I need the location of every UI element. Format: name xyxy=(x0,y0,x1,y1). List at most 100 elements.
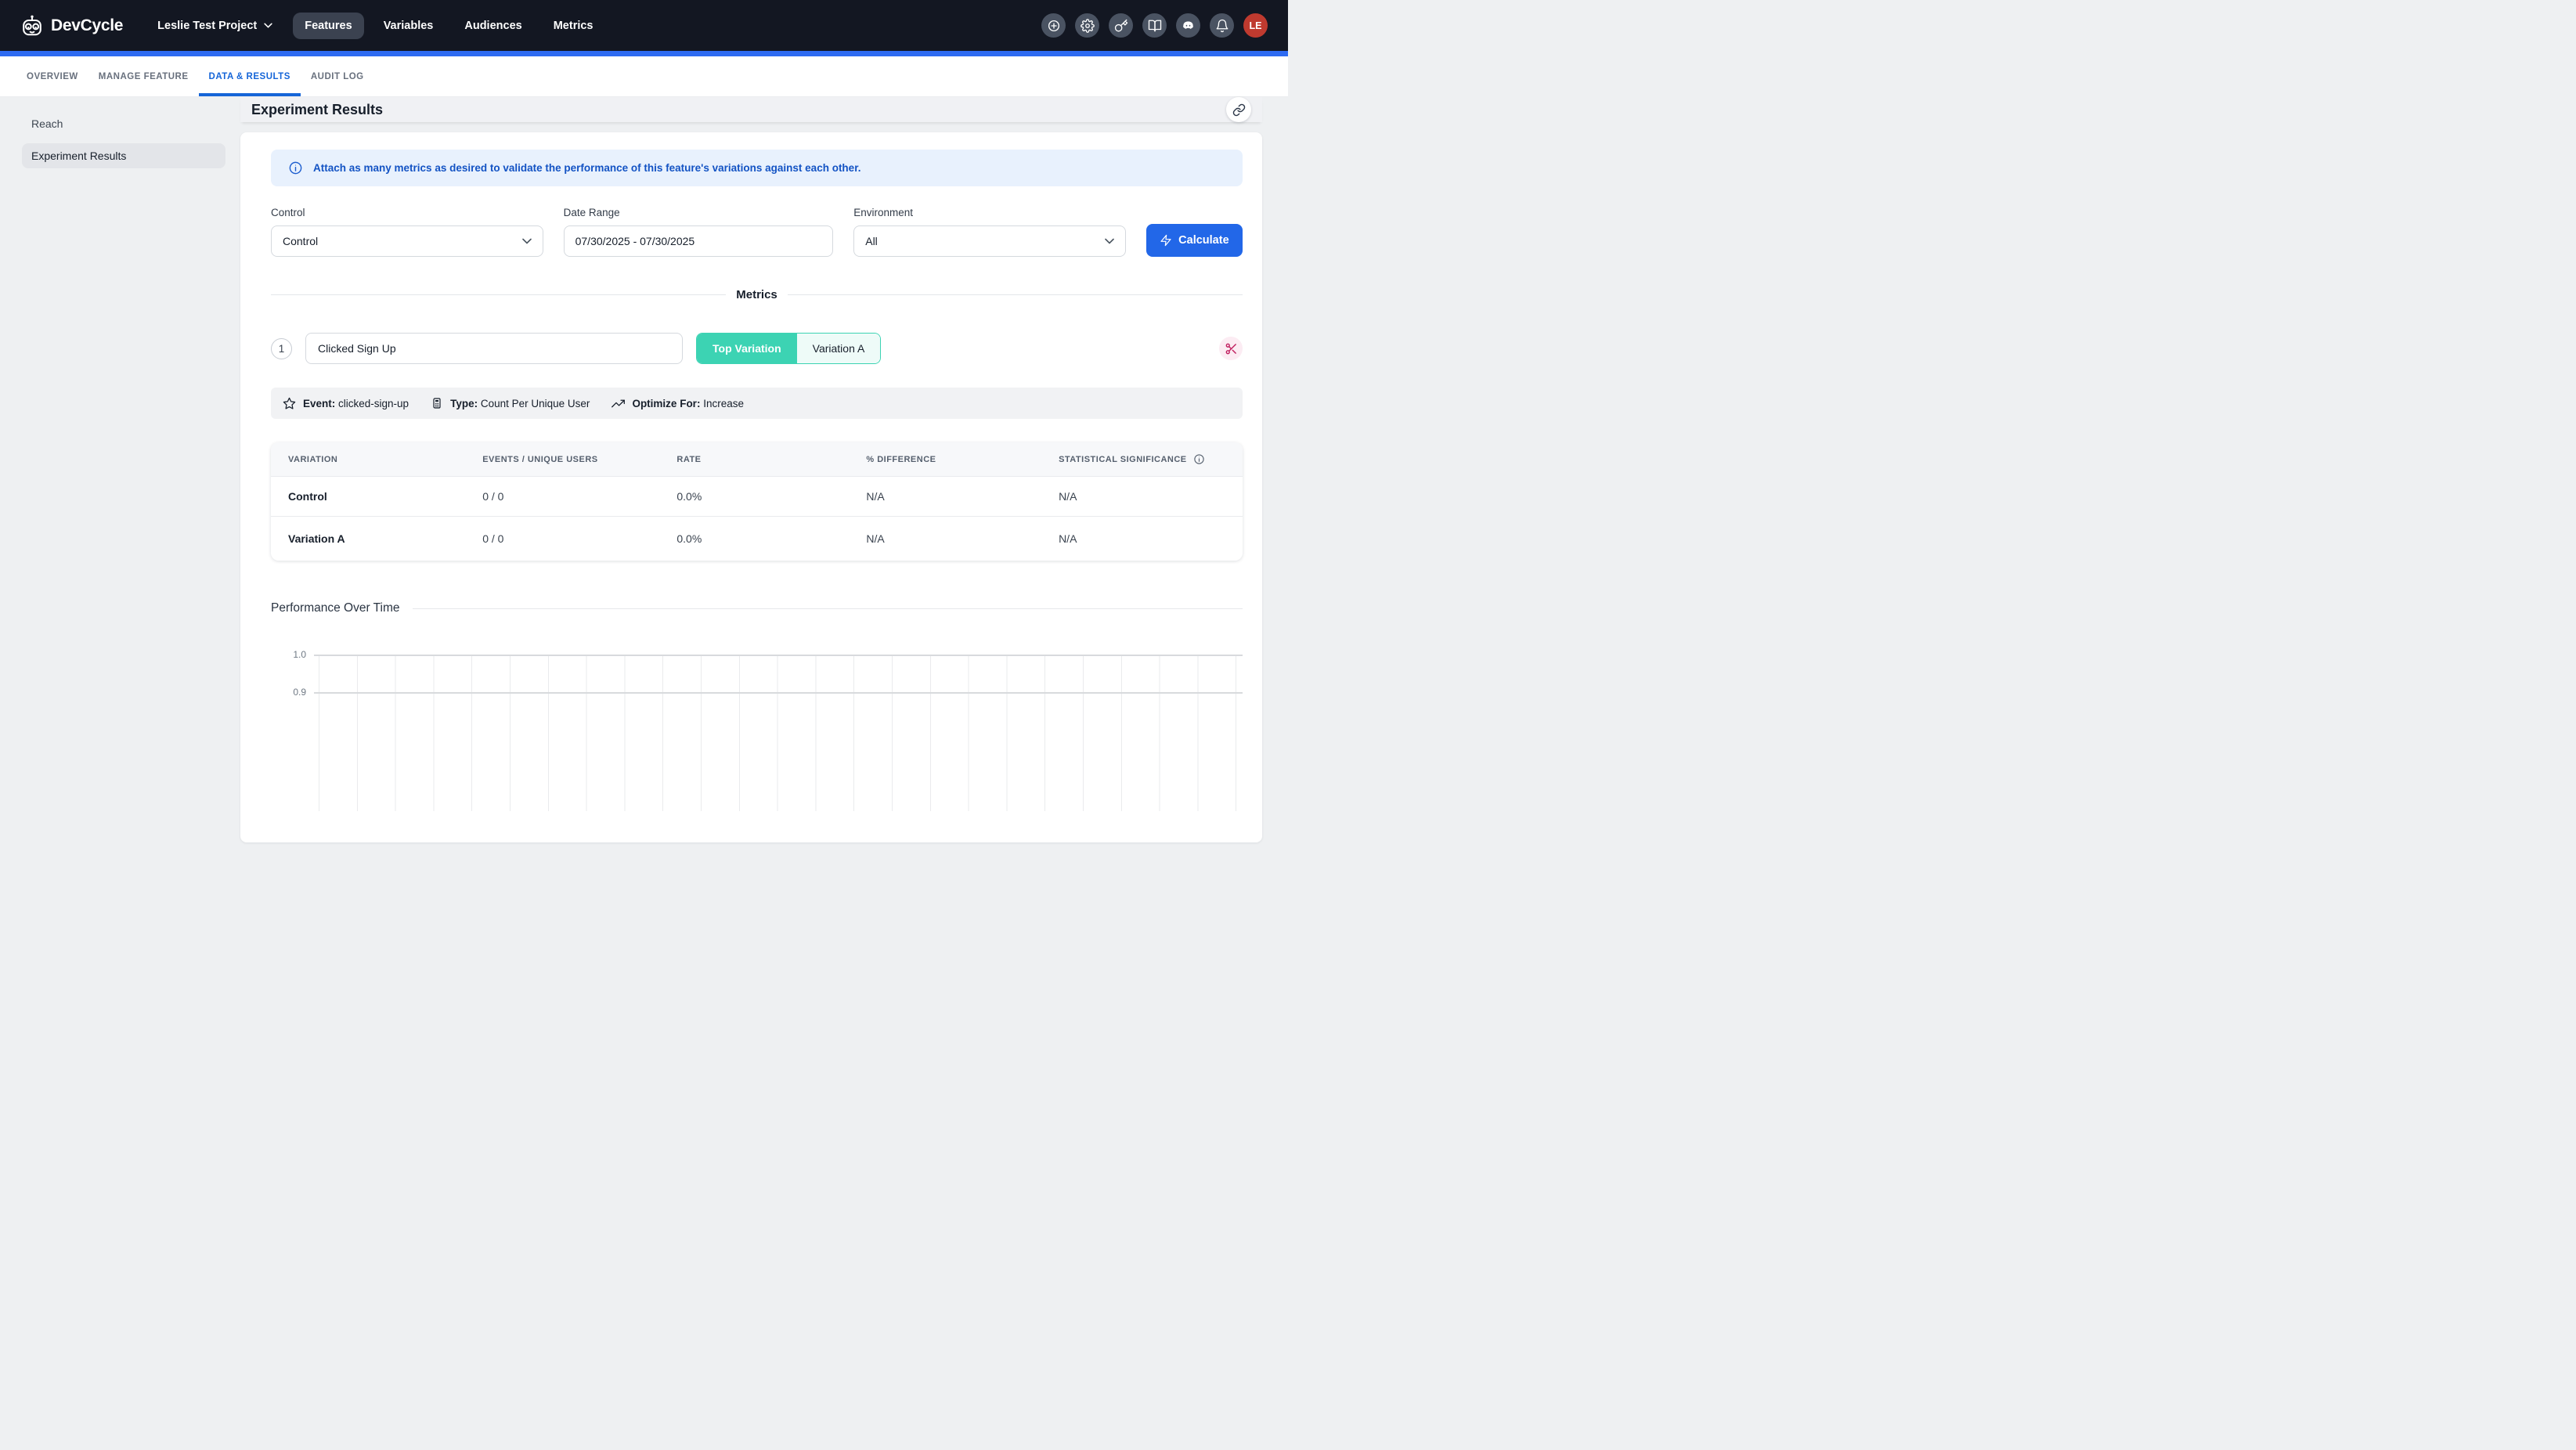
content-header: Experiment Results xyxy=(240,97,1262,122)
plus-circle-icon xyxy=(1047,19,1061,33)
page-body: Reach Experiment Results Experiment Resu… xyxy=(0,97,1288,724)
col-significance-label: STATISTICAL SIGNIFICANCE xyxy=(1059,455,1187,464)
settings-button[interactable] xyxy=(1075,13,1099,38)
sidebar-item-experiment-results[interactable]: Experiment Results xyxy=(22,143,225,168)
tab-manage-feature[interactable]: MANAGE FEATURE xyxy=(88,56,199,96)
bell-icon xyxy=(1215,19,1229,33)
control-select[interactable]: Control xyxy=(271,225,543,257)
type-value: Count Per Unique User xyxy=(481,398,590,409)
feature-tabbar: OVERVIEW MANAGE FEATURE DATA & RESULTS A… xyxy=(0,56,1288,97)
calculator-icon xyxy=(431,397,443,409)
environment-field: Environment All xyxy=(853,207,1126,257)
performance-chart: 1.0 0.9 xyxy=(271,655,1243,811)
calculate-button[interactable]: Calculate xyxy=(1146,224,1243,257)
type-label: Type: xyxy=(450,398,478,409)
navbar-actions: LE xyxy=(1041,13,1268,38)
environment-select[interactable]: All xyxy=(853,225,1126,257)
info-banner-text: Attach as many metrics as desired to val… xyxy=(313,162,860,174)
control-label: Control xyxy=(271,207,543,218)
brand-name: DevCycle xyxy=(51,16,123,35)
book-open-icon xyxy=(1148,19,1162,33)
metric-optimize-info: Optimize For: Increase xyxy=(612,397,744,410)
devcycle-logo[interactable]: DevCycle xyxy=(20,14,123,38)
notifications-button[interactable] xyxy=(1210,13,1234,38)
optimize-value: Increase xyxy=(703,398,744,409)
docs-button[interactable] xyxy=(1142,13,1167,38)
metric-index-badge: 1 xyxy=(271,338,292,359)
chevron-down-icon xyxy=(1105,238,1114,244)
info-banner: Attach as many metrics as desired to val… xyxy=(271,150,1243,186)
row-rate: 0.0% xyxy=(659,490,849,503)
nav-item-features[interactable]: Features xyxy=(293,13,363,39)
accent-bar xyxy=(0,51,1288,56)
col-significance: STATISTICAL SIGNIFICANCE xyxy=(1041,453,1243,465)
divider-line xyxy=(788,294,1243,295)
toggle-variation-a[interactable]: Variation A xyxy=(797,334,881,363)
row-variation: Variation A xyxy=(271,532,465,545)
event-label: Event: xyxy=(303,398,335,409)
metrics-divider: Metrics xyxy=(271,288,1243,301)
main-nav: Features Variables Audiences Metrics xyxy=(293,13,604,39)
copy-link-button[interactable] xyxy=(1226,97,1251,122)
col-events: EVENTS / UNIQUE USERS xyxy=(465,455,659,464)
environment-select-value: All xyxy=(865,235,1105,247)
info-circle-icon xyxy=(288,161,303,175)
event-value: clicked-sign-up xyxy=(338,398,409,409)
tab-overview[interactable]: OVERVIEW xyxy=(16,56,88,96)
environment-label: Environment xyxy=(853,207,1126,218)
user-avatar[interactable]: LE xyxy=(1243,13,1268,38)
date-range-field: Date Range 07/30/2025 - 07/30/2025 xyxy=(564,207,834,257)
table-header-row: VARIATION EVENTS / UNIQUE USERS RATE % D… xyxy=(271,442,1243,476)
metric-event-info: Event: clicked-sign-up xyxy=(283,397,409,410)
experiment-results-card: Attach as many metrics as desired to val… xyxy=(240,132,1262,842)
metrics-divider-label: Metrics xyxy=(736,288,777,301)
date-range-value: 07/30/2025 - 07/30/2025 xyxy=(575,235,822,247)
metric-summary-bar: Event: clicked-sign-up Type: Count Per U… xyxy=(271,388,1243,419)
chart-plot-area xyxy=(314,655,1243,811)
tab-data-and-results[interactable]: DATA & RESULTS xyxy=(199,56,301,96)
chart-y-axis-labels: 1.0 0.9 xyxy=(271,655,314,811)
metric-name-input[interactable]: Clicked Sign Up xyxy=(305,333,683,364)
row-significance: N/A xyxy=(1041,490,1243,503)
nav-item-audiences[interactable]: Audiences xyxy=(453,13,533,39)
chevron-down-icon xyxy=(264,23,272,28)
section-divider-line xyxy=(413,608,1243,609)
star-icon xyxy=(283,397,296,410)
variation-toggle: Top Variation Variation A xyxy=(696,333,881,364)
api-keys-button[interactable] xyxy=(1109,13,1133,38)
divider-line xyxy=(271,294,726,295)
chain-link-icon xyxy=(1232,103,1246,117)
optimize-label: Optimize For: xyxy=(632,398,700,409)
nav-item-variables[interactable]: Variables xyxy=(372,13,446,39)
performance-section-header: Performance Over Time xyxy=(271,601,1243,615)
gridline-1.0 xyxy=(314,655,1243,656)
create-new-button[interactable] xyxy=(1041,13,1066,38)
col-variation: VARIATION xyxy=(271,455,465,464)
date-range-input[interactable]: 07/30/2025 - 07/30/2025 xyxy=(564,225,834,257)
sidebar-item-reach[interactable]: Reach xyxy=(22,111,225,136)
calculate-button-label: Calculate xyxy=(1178,234,1228,247)
nav-item-metrics[interactable]: Metrics xyxy=(542,13,605,39)
gear-icon xyxy=(1081,19,1095,33)
control-select-value: Control xyxy=(283,235,522,247)
row-significance: N/A xyxy=(1041,532,1243,545)
table-row: Control 0 / 0 0.0% N/A N/A xyxy=(271,476,1243,516)
main-content: Experiment Results Attach as many metric… xyxy=(240,97,1262,724)
remove-metric-button[interactable] xyxy=(1219,337,1243,360)
lightning-bolt-icon xyxy=(1160,234,1172,247)
filters-row: Control Control Date Range 07/30/2025 - … xyxy=(271,207,1243,257)
project-selector[interactable]: Leslie Test Project xyxy=(157,20,272,32)
discord-icon xyxy=(1181,18,1196,33)
results-table: VARIATION EVENTS / UNIQUE USERS RATE % D… xyxy=(271,442,1243,561)
row-events: 0 / 0 xyxy=(465,532,659,545)
row-rate: 0.0% xyxy=(659,532,849,545)
toggle-top-variation[interactable]: Top Variation xyxy=(697,334,797,363)
metric-row: 1 Clicked Sign Up Top Variation Variatio… xyxy=(271,333,1243,364)
chevron-down-icon xyxy=(522,238,532,244)
col-difference: % DIFFERENCE xyxy=(849,455,1041,464)
info-circle-icon[interactable] xyxy=(1193,453,1205,465)
table-row: Variation A 0 / 0 0.0% N/A N/A xyxy=(271,516,1243,561)
tab-audit-log[interactable]: AUDIT LOG xyxy=(301,56,374,96)
row-variation: Control xyxy=(271,490,465,503)
discord-button[interactable] xyxy=(1176,13,1200,38)
